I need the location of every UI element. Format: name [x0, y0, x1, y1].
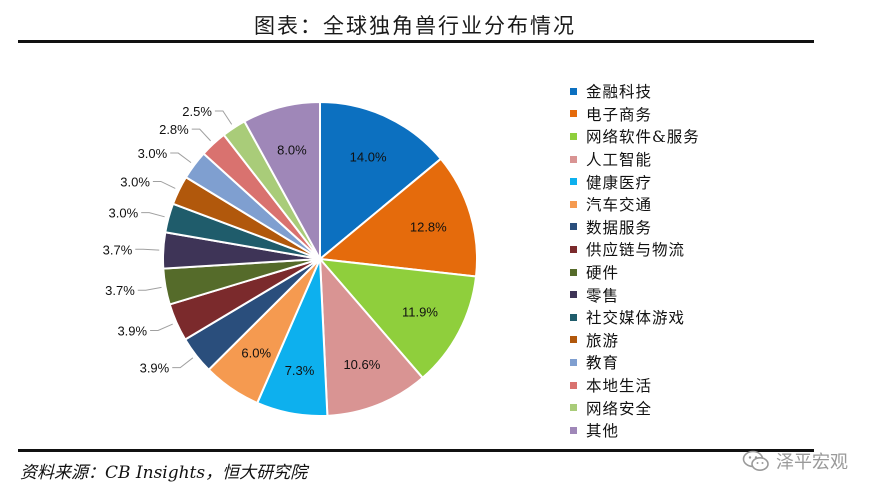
- legend-label: 零售: [586, 286, 620, 305]
- legend-item: 旅游: [570, 329, 700, 352]
- legend-label: 供应链与物流: [586, 241, 686, 260]
- legend-swatch: [570, 336, 577, 344]
- legend-swatch: [570, 381, 577, 389]
- leader-line: [150, 323, 173, 332]
- legend-item: 数据服务: [570, 216, 700, 239]
- legend-label: 金融科技: [586, 83, 653, 102]
- legend-item: 网络软件&服务: [570, 125, 700, 148]
- legend-item: 汽车交通: [570, 193, 700, 216]
- legend-swatch: [570, 268, 577, 276]
- legend-label: 汽车交通: [586, 196, 653, 215]
- pie-slice: [317, 257, 478, 380]
- watermark: 泽平宏观: [742, 448, 848, 474]
- slice-value-label: 3.7%: [105, 283, 135, 298]
- source-note: 资料来源：CB Insights，恒大研究院: [20, 463, 308, 483]
- legend-item: 硬件: [570, 261, 700, 284]
- legend-label: 网络安全: [586, 399, 653, 418]
- leader-line: [137, 286, 162, 291]
- legend-label: 其他: [586, 422, 620, 441]
- slice-value-label: 3.9%: [117, 324, 147, 339]
- legend-item: 供应链与物流: [570, 238, 700, 261]
- slice-value-label: 3.0%: [109, 206, 139, 221]
- legend-swatch: [570, 155, 577, 163]
- slice-value-label: 10.6%: [343, 357, 380, 372]
- legend-item: 金融科技: [570, 80, 700, 103]
- wechat-icon: [742, 450, 769, 471]
- leader-line: [172, 357, 194, 369]
- leader-line: [214, 110, 233, 125]
- legend-item: 本地生活: [570, 374, 700, 397]
- legend-swatch: [570, 223, 577, 231]
- legend-swatch: [570, 426, 577, 434]
- legend-swatch: [570, 404, 577, 412]
- legend-item: 其他: [570, 419, 700, 442]
- slice-value-label: 2.8%: [159, 122, 189, 137]
- leader-line: [152, 180, 176, 189]
- slice-value-label: 3.0%: [120, 174, 150, 189]
- pie-slice: [319, 100, 443, 262]
- slice-value-label: 7.3%: [285, 363, 315, 378]
- pie-slice: [318, 256, 425, 417]
- legend-label: 电子商务: [586, 105, 653, 124]
- legend-label: 健康医疗: [586, 173, 653, 192]
- legend-label: 本地生活: [586, 377, 653, 396]
- legend-swatch: [570, 200, 577, 208]
- legend-item: 教育: [570, 351, 700, 374]
- legend-item: 健康医疗: [570, 170, 700, 193]
- legend-swatch: [570, 291, 577, 299]
- legend-swatch: [570, 178, 577, 186]
- slice-value-label: 11.9%: [402, 305, 438, 320]
- legend-swatch: [570, 358, 577, 366]
- bottom-rule: [18, 449, 814, 452]
- legend-swatch: [570, 87, 577, 95]
- slice-value-label: 6.0%: [241, 345, 271, 360]
- pie-slice: [243, 100, 321, 260]
- chart-legend: 金融科技电子商务网络软件&服务 人工智能健康医疗汽车交通数据服务供应链与物流 硬件零…: [570, 80, 700, 442]
- pie-slice: [317, 157, 478, 278]
- slice-value-label: 3.0%: [138, 146, 168, 161]
- slice-value-label: 12.8%: [410, 220, 447, 235]
- legend-label: 旅游: [586, 331, 620, 350]
- legend-item: 网络安全: [570, 396, 700, 419]
- legend-swatch: [570, 132, 577, 140]
- slice-value-label: 2.5%: [182, 104, 212, 119]
- leader-line: [141, 212, 165, 218]
- legend-item: 电子商务: [570, 103, 700, 126]
- slice-value-label: 3.7%: [103, 242, 133, 257]
- legend-label: 社交媒体游戏: [586, 309, 686, 328]
- slice-value-label: 14.0%: [350, 150, 387, 165]
- slice-value-label: 3.9%: [140, 361, 170, 376]
- legend-label: 硬件: [586, 264, 620, 283]
- top-rule: [18, 40, 814, 43]
- slice-value-label: 8.0%: [277, 143, 307, 158]
- legend-label: 教育: [586, 354, 620, 373]
- legend-item: 社交媒体游戏: [570, 306, 700, 329]
- legend-label: 网络软件&服务: [586, 128, 700, 147]
- legend-swatch: [570, 245, 577, 253]
- legend-item: 人工智能: [570, 148, 700, 171]
- legend-item: 零售: [570, 283, 700, 306]
- leader-line: [135, 248, 160, 251]
- legend-swatch: [570, 313, 577, 321]
- watermark-text: 泽平宏观: [776, 452, 848, 473]
- legend-label: 人工智能: [586, 151, 653, 170]
- leader-line: [191, 128, 211, 142]
- legend-swatch: [570, 110, 577, 118]
- chart-title: 图表：全球独角兽行业分布情况: [254, 14, 576, 38]
- legend-label: 数据服务: [586, 218, 653, 237]
- leader-line: [170, 152, 192, 164]
